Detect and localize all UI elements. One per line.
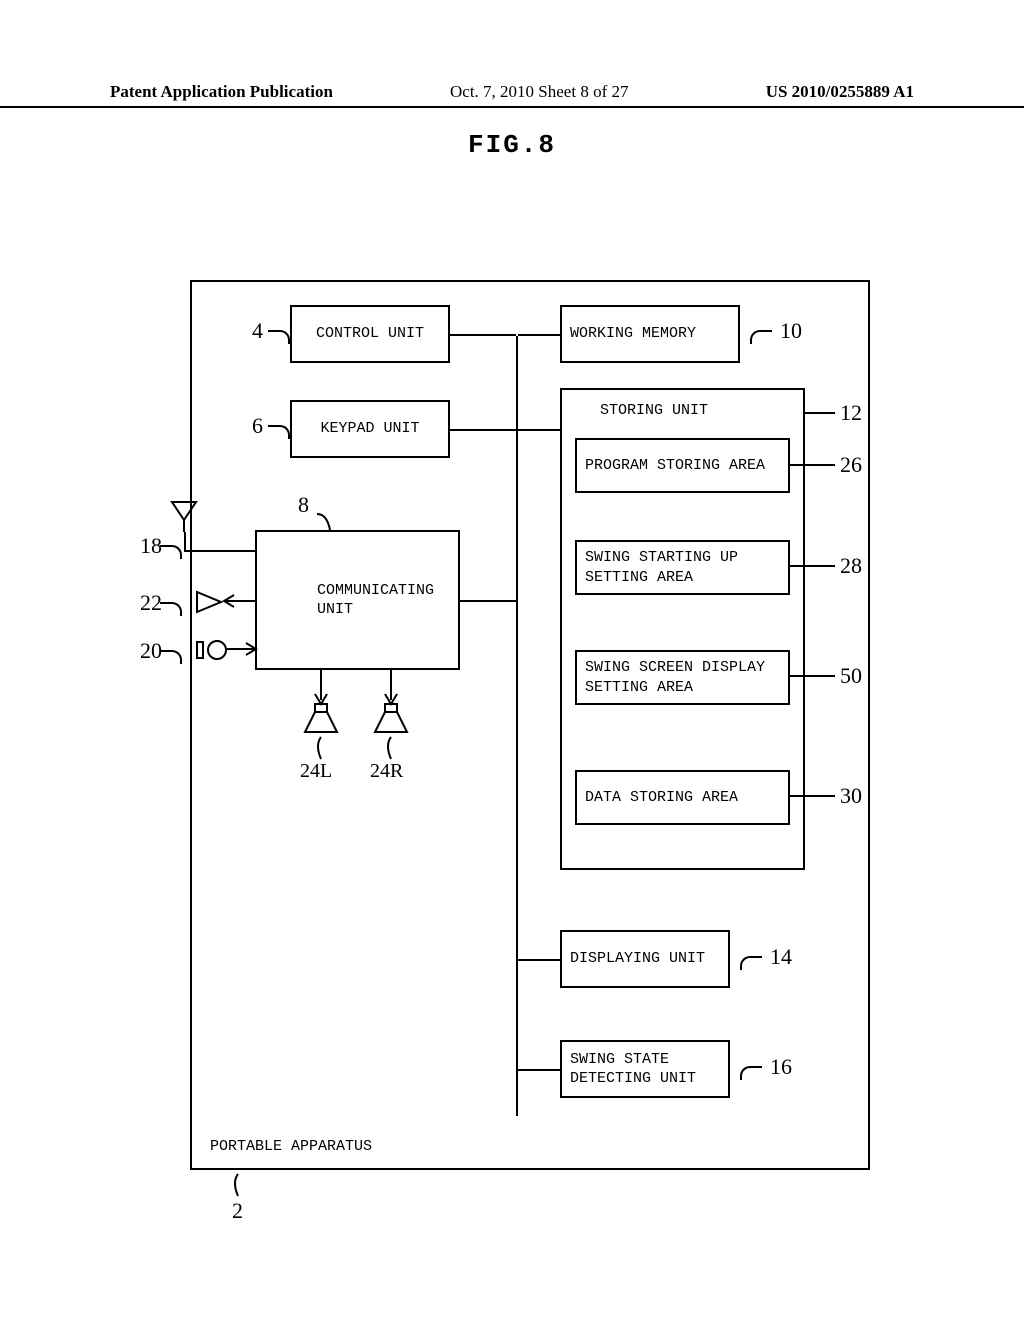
bus-line xyxy=(516,336,518,1116)
speaker-24l-icon xyxy=(303,702,339,736)
header-right: US 2010/0255889 A1 xyxy=(766,82,914,102)
arrow-left xyxy=(222,594,236,608)
swing-screen-label: SWING SCREEN DISPLAY SETTING AREA xyxy=(585,658,780,697)
lead-curve xyxy=(160,602,182,616)
program-storing-label: PROGRAM STORING AREA xyxy=(585,456,765,476)
figure-title: FIG.8 xyxy=(0,130,1024,160)
swing-state-box: SWING STATE DETECTING UNIT xyxy=(560,1040,730,1098)
connector xyxy=(518,334,560,336)
data-storing-label: DATA STORING AREA xyxy=(585,788,738,808)
ref-8: 8 xyxy=(298,492,309,518)
displaying-unit-label: DISPLAYING UNIT xyxy=(570,949,705,969)
antenna-line xyxy=(184,550,255,552)
control-unit-label: CONTROL UNIT xyxy=(316,324,424,344)
ref-26: 26 xyxy=(840,452,862,478)
working-memory-box: WORKING MEMORY xyxy=(560,305,740,363)
swing-state-label: SWING STATE DETECTING UNIT xyxy=(570,1050,720,1089)
antenna-icon xyxy=(170,498,200,532)
antenna-line xyxy=(184,532,186,550)
program-storing-box: PROGRAM STORING AREA xyxy=(575,438,790,493)
lead-curve xyxy=(313,735,329,761)
keypad-unit-label: KEYPAD UNIT xyxy=(320,419,419,439)
ref-10: 10 xyxy=(780,318,802,344)
ref-4: 4 xyxy=(252,318,263,344)
ref-6: 6 xyxy=(252,413,263,439)
ref-20: 20 xyxy=(140,638,162,664)
swing-start-box: SWING STARTING UP SETTING AREA xyxy=(575,540,790,595)
lead-line xyxy=(790,565,835,567)
lead-line xyxy=(805,412,835,414)
portable-apparatus-label: PORTABLE APPARATUS xyxy=(210,1138,372,1155)
lead-curve xyxy=(383,735,399,761)
connector xyxy=(518,429,560,431)
lead-curve xyxy=(750,330,772,344)
lead-curve xyxy=(315,512,345,532)
data-storing-box: DATA STORING AREA xyxy=(575,770,790,825)
connector xyxy=(450,334,516,336)
lead-curve xyxy=(230,1172,246,1198)
connector xyxy=(518,959,560,961)
displaying-unit-box: DISPLAYING UNIT xyxy=(560,930,730,988)
lead-line xyxy=(790,795,835,797)
lead-curve xyxy=(160,650,182,664)
lead-curve xyxy=(268,425,290,439)
communicating-unit-box: COMMUNICATING UNIT xyxy=(255,530,460,670)
header-mid: Oct. 7, 2010 Sheet 8 of 27 xyxy=(450,82,628,102)
mic-icon xyxy=(195,638,227,663)
connector xyxy=(518,1069,560,1071)
ref-22: 22 xyxy=(140,590,162,616)
page-root: Patent Application Publication Oct. 7, 2… xyxy=(0,0,1024,1320)
connector xyxy=(460,600,516,602)
ref-18: 18 xyxy=(140,533,162,559)
ref-16: 16 xyxy=(770,1054,792,1080)
lead-curve xyxy=(268,330,290,344)
speaker-24r-icon xyxy=(373,702,409,736)
lead-curve xyxy=(160,545,182,559)
ref-30: 30 xyxy=(840,783,862,809)
connector xyxy=(450,429,516,431)
speaker-icon xyxy=(195,590,225,615)
communicating-unit-label: COMMUNICATING UNIT xyxy=(317,581,450,620)
lead-curve xyxy=(740,956,762,970)
keypad-unit-box: KEYPAD UNIT xyxy=(290,400,450,458)
lead-curve xyxy=(740,1066,762,1080)
header-left: Patent Application Publication xyxy=(110,82,333,102)
swing-screen-box: SWING SCREEN DISPLAY SETTING AREA xyxy=(575,650,790,705)
ref-2: 2 xyxy=(232,1198,243,1224)
swing-start-label: SWING STARTING UP SETTING AREA xyxy=(585,548,780,587)
page-header: Patent Application Publication Oct. 7, 2… xyxy=(0,84,1024,108)
storing-unit-label: STORING UNIT xyxy=(600,402,708,419)
ref-14: 14 xyxy=(770,944,792,970)
lead-line xyxy=(790,675,835,677)
control-unit-box: CONTROL UNIT xyxy=(290,305,450,363)
ref-28: 28 xyxy=(840,553,862,579)
ref-50: 50 xyxy=(840,663,862,689)
block-diagram: CONTROL UNIT 4 WORKING MEMORY 10 KEYPAD … xyxy=(190,280,870,1200)
ref-24R: 24R xyxy=(370,760,403,783)
arrow-right xyxy=(244,642,258,656)
working-memory-label: WORKING MEMORY xyxy=(570,324,696,344)
ref-24L: 24L xyxy=(300,760,332,783)
lead-line xyxy=(790,464,835,466)
ref-12: 12 xyxy=(840,400,862,426)
